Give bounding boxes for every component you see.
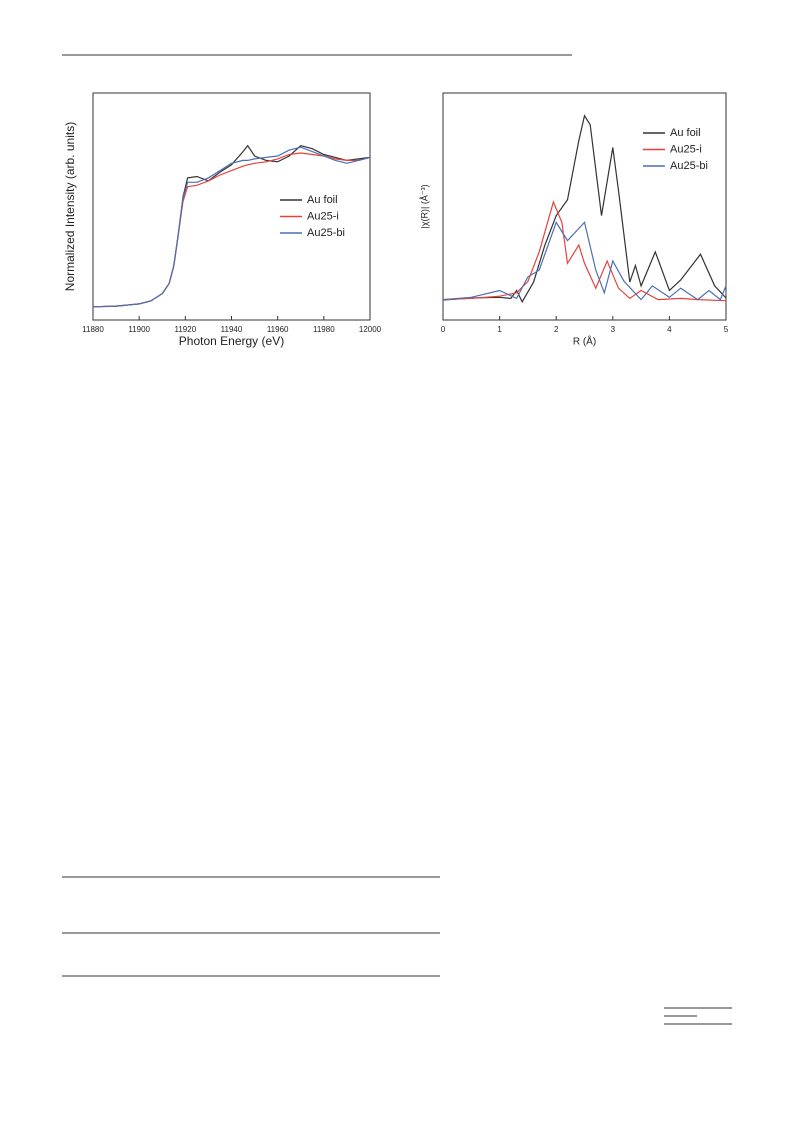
plot-frame — [92, 92, 371, 321]
y-axis-label: |χ(R)| (Å⁻³) — [419, 184, 429, 228]
x-axis-label: Photon Energy (eV) — [179, 334, 284, 348]
legend-label: Au25-bi — [670, 160, 708, 172]
x-tick-label: 4 — [667, 325, 672, 334]
x-tick-label: 11920 — [175, 325, 197, 334]
x-tick-label: 11880 — [82, 325, 104, 334]
legend-label: Au foil — [307, 194, 338, 206]
series-line — [442, 114, 727, 304]
legend-label: Au foil — [670, 127, 701, 139]
series-line — [92, 146, 371, 308]
x-tick-label: 11960 — [267, 325, 289, 334]
x-axis-label: R (Å) — [573, 335, 596, 348]
x-tick-label: 11900 — [128, 325, 150, 334]
y-axis-label: Normalized Intensity (arb. units) — [63, 122, 77, 291]
x-tick-label: 0 — [441, 325, 446, 334]
x-tick-label: 5 — [724, 325, 729, 334]
plot-frame — [442, 92, 727, 321]
legend-label: Au25-i — [670, 143, 702, 155]
x-tick-label: 11940 — [221, 325, 243, 334]
x-tick-label: 3 — [611, 325, 616, 334]
x-tick-label: 11980 — [313, 325, 335, 334]
x-tick-label: 12000 — [359, 325, 382, 334]
series-line — [442, 221, 727, 301]
series-line — [442, 200, 727, 302]
x-tick-label: 2 — [554, 325, 559, 334]
x-tick-label: 1 — [497, 325, 502, 334]
legend-label: Au25-bi — [307, 227, 345, 239]
legend-label: Au25-i — [307, 210, 339, 222]
